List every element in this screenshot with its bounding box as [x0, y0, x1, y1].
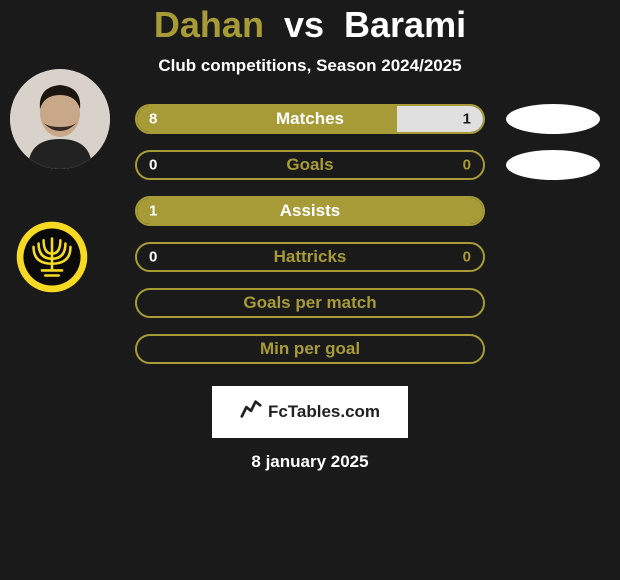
stat-value-right: 0 — [463, 157, 471, 174]
stat-bar: 0 0 Goals — [135, 150, 485, 180]
player1-name: Dahan — [154, 4, 264, 45]
stat-row: Min per goal — [0, 334, 620, 364]
stat-value-left: 8 — [149, 111, 157, 128]
stat-row: 8 1 Matches — [0, 104, 620, 134]
date-label: 8 january 2025 — [251, 452, 368, 472]
stat-label: Goals — [286, 155, 333, 175]
stat-value-left: 0 — [149, 249, 157, 266]
stat-row: 0 0 Goals — [0, 150, 620, 180]
stat-row: 0 0 Hattricks — [0, 242, 620, 272]
player2-placeholder — [506, 104, 600, 134]
stat-row: 1 0 Assists — [0, 196, 620, 226]
stat-value-right: 0 — [463, 203, 471, 220]
stat-value-right: 1 — [463, 111, 471, 128]
player2-name: Barami — [344, 4, 466, 45]
player1-club-badge — [10, 215, 94, 299]
stat-value-left: 0 — [149, 157, 157, 174]
stat-bar: Min per goal — [135, 334, 485, 364]
page-title: Dahan vs Barami — [154, 4, 466, 46]
stat-row: Goals per match — [0, 288, 620, 318]
branding-box: FcTables.com — [212, 386, 408, 438]
stat-bar: 0 0 Hattricks — [135, 242, 485, 272]
stat-value-left: 1 — [149, 203, 157, 220]
stats-rows: 8 1 Matches 0 0 Goals 1 0 Assists 0 0 Hattricks Goa… — [0, 104, 620, 364]
stat-bar: Goals per match — [135, 288, 485, 318]
stat-label: Assists — [280, 201, 340, 221]
stat-bar: 1 0 Assists — [135, 196, 485, 226]
branding-text: FcTables.com — [268, 402, 380, 422]
stat-value-right: 0 — [463, 249, 471, 266]
player2-placeholder — [506, 150, 600, 180]
stat-label: Matches — [276, 109, 344, 129]
stat-label: Goals per match — [243, 293, 376, 313]
branding-icon — [240, 398, 262, 426]
stat-label: Min per goal — [260, 339, 360, 359]
vs-label: vs — [284, 4, 324, 45]
stat-fill-left — [137, 106, 397, 132]
chart-icon — [240, 398, 262, 420]
stat-bar: 8 1 Matches — [135, 104, 485, 134]
subtitle: Club competitions, Season 2024/2025 — [158, 56, 461, 76]
stat-label: Hattricks — [274, 247, 347, 267]
